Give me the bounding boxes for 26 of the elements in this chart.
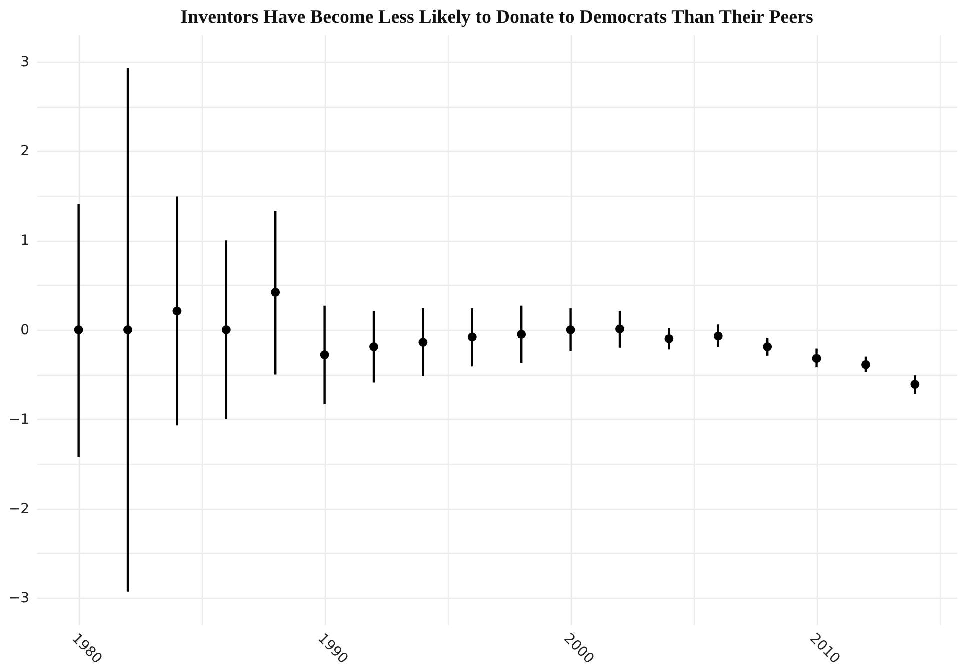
point — [172, 306, 182, 316]
y-tick-label: 2 — [20, 144, 30, 160]
point — [616, 324, 624, 334]
point — [271, 288, 280, 297]
y-tick-label: −2 — [8, 501, 30, 518]
point — [418, 338, 428, 347]
chart-title: Inventors Have Become Less Likely to Donate to Democrats Than Their Peers — [180, 7, 814, 28]
point — [370, 342, 378, 352]
y-tick-label: 1 — [20, 233, 30, 250]
point — [74, 326, 84, 334]
y-tick-label: −1 — [8, 412, 30, 428]
point — [714, 332, 723, 341]
point — [124, 326, 132, 334]
y-tick-label: −3 — [8, 590, 30, 607]
point — [320, 350, 330, 360]
point — [517, 330, 526, 339]
point — [862, 360, 870, 370]
y-tick-label: 0 — [20, 322, 30, 338]
point — [763, 342, 772, 352]
point — [222, 326, 231, 334]
point — [664, 334, 674, 344]
y-tick-label: 3 — [20, 54, 30, 70]
point — [566, 326, 576, 334]
point — [468, 332, 477, 342]
point — [812, 354, 822, 364]
point — [910, 380, 920, 389]
